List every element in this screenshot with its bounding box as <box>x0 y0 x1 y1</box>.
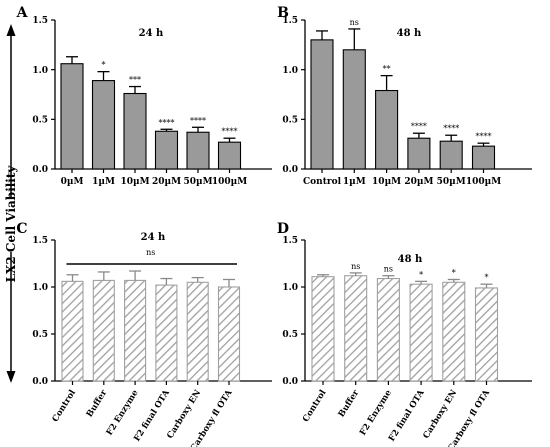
bar <box>342 49 366 170</box>
y-tick-label: 0.0 <box>32 165 48 175</box>
x-tick-label: 1µM <box>92 177 115 187</box>
panel-letter: A <box>16 5 29 21</box>
bar <box>376 277 400 382</box>
bar <box>124 279 147 382</box>
bar <box>442 281 466 382</box>
up-arrow-icon <box>6 24 16 36</box>
significance-label: **** <box>190 116 206 125</box>
panel-title: 48 h <box>398 254 423 265</box>
bar <box>123 92 147 170</box>
panel-letter: C <box>16 221 27 237</box>
bar <box>61 280 84 382</box>
significance-label: ns <box>384 265 393 274</box>
significance-label: * <box>452 268 456 277</box>
x-tick-label: Buffer <box>337 388 362 419</box>
significance-label: **** <box>411 122 427 131</box>
significance-label: * <box>102 61 106 70</box>
y-tick-label: 0.5 <box>282 330 298 340</box>
x-tick-label: 50µM <box>183 177 212 187</box>
bar <box>60 63 84 170</box>
x-tick-label: 10µM <box>372 177 401 187</box>
bar <box>186 131 210 170</box>
y-tick-label: 0.0 <box>32 377 48 387</box>
bar <box>217 286 241 382</box>
bar <box>154 130 179 170</box>
panel-a: A 24 h 0.0 0.5 1.0 1.5 0µM * 1µM *** 10µM **** 20µM *… <box>16 5 272 187</box>
bar <box>375 89 399 170</box>
x-tick-label: 20µM <box>152 177 181 187</box>
panel-title: 24 h <box>141 232 166 243</box>
bar <box>91 80 116 170</box>
y-tick-label: 1.0 <box>32 66 48 76</box>
significance-label: **** <box>159 118 175 127</box>
y-tick-label: 0.5 <box>32 116 48 126</box>
significance-label: ns <box>350 18 359 27</box>
x-tick-label: 100µM <box>466 177 501 187</box>
significance-label: ** <box>383 65 391 74</box>
significance-label: **** <box>443 124 459 133</box>
group-significance-label: ns <box>146 248 155 257</box>
x-tick-label: F2 Enzyme <box>358 388 394 438</box>
x-tick-label: 1µM <box>343 177 366 187</box>
panel-title: 24 h <box>139 28 164 39</box>
bar <box>409 283 433 382</box>
y-tick-label: 1.5 <box>282 236 298 246</box>
y-axis-label-group: LX2 Cell Viability <box>4 24 18 383</box>
down-arrow-icon <box>6 371 16 383</box>
y-tick-label: 1.0 <box>282 66 298 76</box>
x-tick-label: Control <box>301 388 329 424</box>
y-axis-label: LX2 Cell Viability <box>4 165 18 283</box>
x-tick-label: F2 Enzyme <box>105 388 141 438</box>
significance-label: * <box>485 273 489 282</box>
x-tick-label: 50µM <box>437 177 466 187</box>
x-tick-label: Carboxy EN <box>421 388 459 441</box>
y-tick-label: 1.5 <box>32 236 48 246</box>
x-tick-label: Control <box>51 388 79 424</box>
significance-label: **** <box>476 132 492 141</box>
y-tick-label: 0.5 <box>32 330 48 340</box>
significance-label: ns <box>351 262 360 271</box>
panel-title: 48 h <box>397 28 422 39</box>
x-tick-label: 100µM <box>212 177 247 187</box>
bar <box>474 287 499 382</box>
bar <box>92 279 115 382</box>
bar <box>155 284 178 382</box>
bar <box>310 39 334 170</box>
y-tick-label: 0.5 <box>282 116 298 126</box>
y-tick-label: 1.0 <box>282 283 298 293</box>
bar <box>439 140 463 170</box>
bar <box>344 275 368 382</box>
panel-letter: D <box>277 221 289 237</box>
bar <box>311 276 335 382</box>
significance-label: * <box>419 270 423 279</box>
x-tick-label: 10µM <box>120 177 149 187</box>
x-tick-label: Buffer <box>85 388 110 419</box>
y-tick-label: 0.0 <box>282 377 298 387</box>
panel-d: D 48 h 0.0 0.5 1.0 1.5 Control ns Buffer ns F2 Enz… <box>277 221 532 447</box>
y-tick-label: 1.5 <box>282 16 298 26</box>
panel-b: B 48 h 0.0 0.5 1.0 1.5 Control ns 1µM ** 10µM **** 2… <box>277 5 532 187</box>
x-tick-label: 0µM <box>61 177 84 187</box>
significance-label: *** <box>129 76 141 85</box>
bar <box>217 141 242 170</box>
x-tick-label: Control <box>303 177 342 187</box>
y-tick-label: 1.5 <box>32 16 48 26</box>
bar <box>407 137 431 170</box>
bar <box>471 145 496 170</box>
bar <box>186 281 209 382</box>
y-tick-label: 0.0 <box>282 165 298 175</box>
y-tick-label: 1.0 <box>32 283 48 293</box>
panel-letter: B <box>277 5 289 21</box>
x-tick-label: 20µM <box>404 177 433 187</box>
significance-label: **** <box>222 127 238 136</box>
